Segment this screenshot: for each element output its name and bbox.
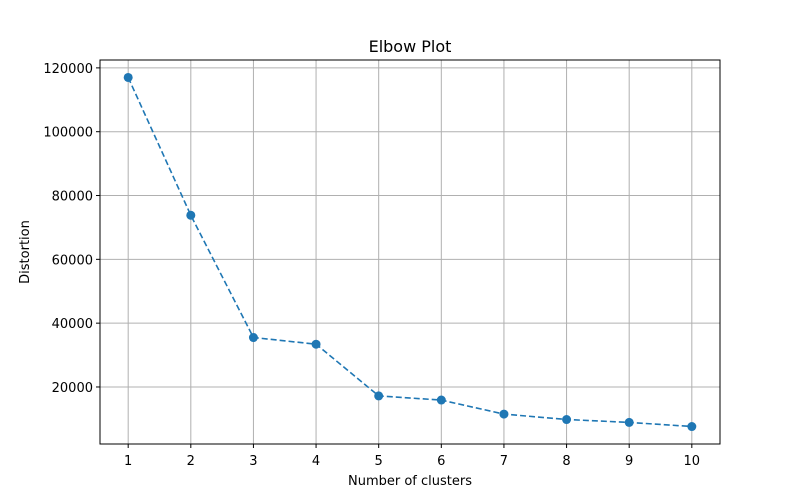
x-tick-label: 1 bbox=[124, 454, 132, 469]
data-point bbox=[311, 339, 321, 349]
data-point bbox=[374, 391, 384, 401]
data-point bbox=[123, 72, 133, 82]
y-tick-label: 20000 bbox=[52, 381, 93, 396]
data-point bbox=[436, 395, 446, 405]
data-point bbox=[562, 415, 572, 425]
data-point bbox=[186, 210, 196, 220]
x-axis-label: Number of clusters bbox=[348, 474, 472, 489]
x-tick-label: 4 bbox=[312, 454, 320, 469]
grid bbox=[100, 60, 720, 444]
chart-title: Elbow Plot bbox=[369, 37, 452, 56]
y-axis: 20000 40000 60000 80000 100000 120000 bbox=[43, 62, 100, 396]
x-tick-label: 8 bbox=[562, 454, 570, 469]
x-tick-label: 6 bbox=[437, 454, 445, 469]
x-tick-label: 3 bbox=[249, 454, 257, 469]
y-tick-label: 100000 bbox=[43, 126, 93, 141]
y-tick-label: 120000 bbox=[43, 62, 93, 77]
series-layer bbox=[123, 72, 697, 432]
data-point bbox=[687, 422, 697, 432]
x-tick-label: 5 bbox=[375, 454, 383, 469]
x-tick-label: 10 bbox=[684, 454, 701, 469]
series-line bbox=[127, 77, 692, 428]
x-tick-label: 2 bbox=[187, 454, 195, 469]
y-axis-label: Distortion bbox=[18, 220, 33, 284]
y-tick-label: 40000 bbox=[52, 317, 93, 332]
x-tick-label: 9 bbox=[625, 454, 633, 469]
data-point bbox=[499, 409, 509, 419]
y-tick-label: 80000 bbox=[52, 190, 93, 205]
x-axis: 1 2 3 4 5 6 7 8 9 10 bbox=[124, 444, 700, 469]
y-tick-label: 60000 bbox=[52, 253, 93, 268]
data-point bbox=[624, 417, 634, 427]
plot-frame bbox=[99, 59, 721, 445]
data-point bbox=[248, 333, 258, 343]
x-tick-label: 7 bbox=[500, 454, 508, 469]
